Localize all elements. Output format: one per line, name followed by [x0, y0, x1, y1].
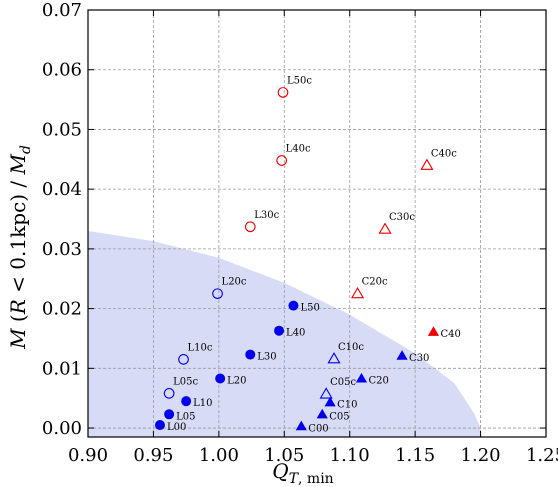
x-axis-label: QT, min	[272, 459, 333, 487]
data-point-c40	[427, 326, 440, 336]
point-layer	[154, 87, 440, 431]
y-tick-label: 0.04	[42, 179, 82, 200]
point-label-c05c: C05c	[330, 377, 356, 388]
data-point-l05c	[163, 388, 175, 399]
data-point-c05	[316, 408, 328, 419]
data-point-l05	[164, 409, 175, 420]
point-label-l10: L10	[193, 398, 212, 409]
data-point-l50c	[277, 87, 289, 98]
data-point-c10c	[327, 352, 341, 364]
point-label-l30c: L30c	[254, 210, 279, 221]
point-label-l05: L05	[176, 411, 195, 422]
point-label-c10: C10	[337, 399, 357, 410]
x-tick-label: 1.10	[330, 445, 370, 466]
point-label-c05: C05	[329, 411, 349, 422]
y-tick-label: 0.02	[42, 299, 82, 320]
data-point-c00	[295, 420, 307, 431]
x-tick-label: 0.90	[68, 445, 108, 466]
x-tick-label: 1.05	[264, 445, 304, 466]
tick-layer: 0.90 0.95 1.00 1.05 1.10 1.15 1.20 1.25 0.00 0.01…	[42, 0, 558, 466]
plot-frame	[87, 9, 547, 438]
point-label-c20: C20	[368, 375, 388, 386]
point-label-c30c: C30c	[389, 212, 415, 223]
data-point-l30	[245, 349, 256, 360]
data-point-c20c	[351, 286, 365, 299]
x-tick-label: 1.25	[526, 445, 558, 466]
x-tick-label: 0.95	[133, 445, 173, 466]
data-point-l20c	[212, 288, 223, 300]
point-label-l30: L30	[257, 352, 276, 363]
point-label-l50c: L50c	[287, 75, 312, 86]
data-point-c30	[396, 350, 408, 360]
data-point-l00	[154, 420, 165, 431]
point-label-c20c: C20c	[362, 277, 388, 288]
x-tick-label: 1.20	[461, 445, 501, 466]
data-point-l10	[181, 396, 192, 407]
y-tick-label: 0.03	[42, 239, 82, 260]
shaded-region-layer	[88, 230, 481, 437]
point-label-c40c: C40c	[431, 148, 457, 159]
x-tick-label: 1.15	[395, 445, 435, 466]
data-point-l30c	[244, 221, 256, 233]
point-label-l05c: L05c	[173, 376, 198, 387]
y-tick-label: 0.00	[42, 418, 82, 439]
point-label-l40: L40	[286, 328, 305, 339]
y-tick-label: 0.06	[42, 60, 82, 81]
x-tick-label: 1.00	[199, 445, 239, 466]
point-label-l50: L50	[300, 303, 319, 314]
point-label-l20c: L20c	[222, 277, 247, 288]
point-label-l40c: L40c	[286, 143, 311, 154]
data-point-l10c	[178, 354, 189, 365]
y-tick-label: 0.05	[42, 119, 82, 140]
data-point-c30c	[378, 222, 392, 234]
y-tick-label: 0.01	[42, 358, 82, 379]
shaded-region	[88, 230, 481, 437]
point-label-c30: C30	[409, 353, 429, 364]
data-point-l20	[215, 373, 226, 384]
point-label-l20: L20	[227, 375, 246, 386]
data-point-l50	[288, 300, 299, 311]
point-label-c40: C40	[440, 329, 460, 340]
data-point-c20	[355, 372, 368, 383]
data-point-l40	[274, 325, 285, 336]
grid-layer	[88, 10, 546, 437]
data-point-c40c	[420, 158, 434, 170]
data-point-l40c	[276, 155, 288, 166]
point-label-l10c: L10c	[188, 342, 213, 353]
data-point-c10	[324, 396, 336, 407]
point-label-c10c: C10c	[338, 342, 364, 353]
point-label-l00: L00	[167, 422, 186, 433]
y-axis-label: M (R < 0.1kpc) / Md	[6, 145, 34, 350]
y-tick-label: 0.07	[42, 0, 82, 21]
data-point-c05c	[319, 387, 333, 399]
point-label-c00: C00	[308, 423, 328, 434]
